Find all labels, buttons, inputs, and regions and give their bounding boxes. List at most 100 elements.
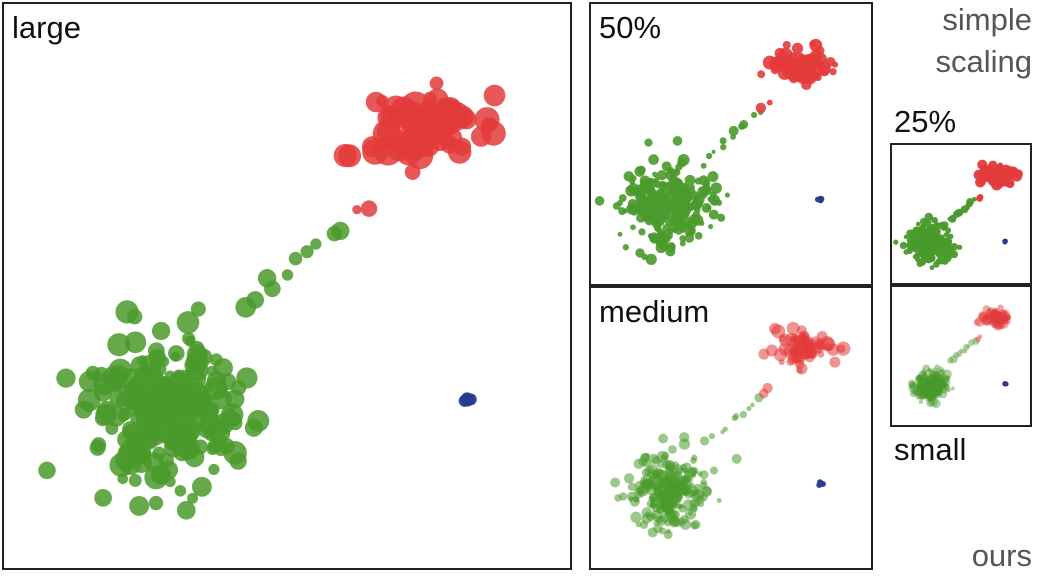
point-green [708, 209, 719, 220]
point-green [708, 223, 714, 230]
point-green [665, 232, 673, 240]
point-green [938, 368, 946, 376]
point-green [903, 249, 910, 255]
point-green [929, 388, 937, 396]
point-bridge [947, 357, 954, 364]
point-green [918, 386, 924, 392]
point-green [928, 394, 936, 402]
point-green [932, 390, 940, 398]
point-green [936, 369, 945, 378]
point-green [924, 395, 930, 401]
point-green [942, 383, 950, 391]
point-green [912, 387, 922, 397]
point-red [426, 88, 449, 111]
point-red [988, 315, 1000, 326]
point-bridge [720, 144, 727, 151]
scatter-small [907, 304, 1012, 409]
point-green [89, 439, 106, 456]
point-green [931, 379, 940, 388]
point-red [786, 357, 795, 366]
point-green [937, 256, 945, 265]
point-green [928, 379, 938, 389]
point-bridge [708, 433, 716, 440]
point-green [916, 382, 923, 388]
point-green [941, 382, 950, 391]
point-green [672, 480, 679, 487]
point-green [662, 504, 673, 515]
point-green [928, 387, 935, 395]
point-green [903, 234, 909, 239]
point-green [623, 473, 635, 484]
point-green [921, 388, 929, 396]
point-green [151, 321, 171, 341]
point-green [899, 241, 908, 250]
point-red [1006, 315, 1012, 321]
point-green [690, 472, 696, 479]
point-green [929, 385, 939, 395]
point-bridge [288, 251, 303, 266]
point-green [921, 380, 928, 387]
point-green [937, 377, 945, 384]
point-green [147, 342, 165, 360]
point-green [927, 387, 935, 394]
point-red [1002, 314, 1010, 322]
point-red [796, 367, 803, 374]
point-green [935, 387, 944, 396]
point-bridge [956, 350, 963, 357]
point-green [929, 376, 934, 381]
point-green [925, 379, 931, 385]
point-green [928, 377, 934, 382]
point-green [717, 213, 726, 222]
point-green [694, 231, 703, 240]
point-red [996, 315, 1005, 324]
point-green [644, 211, 656, 223]
point-green [932, 381, 940, 389]
point-green [930, 385, 936, 391]
point-green [921, 373, 928, 380]
point-green [674, 220, 681, 228]
point-green [710, 182, 722, 194]
point-green [724, 192, 731, 198]
point-red [995, 314, 1001, 320]
point-green [920, 383, 927, 390]
point-red [829, 68, 837, 76]
point-red [989, 315, 995, 321]
point-green [933, 379, 940, 386]
point-green [927, 392, 937, 402]
point-red [404, 164, 421, 180]
point-red [985, 312, 991, 318]
point-green [923, 251, 929, 257]
point-green [148, 495, 164, 511]
point-green [934, 387, 943, 396]
point-green [927, 368, 933, 375]
point-bridge [971, 196, 977, 202]
point-green [933, 382, 942, 391]
panel-50-percent: 50% [589, 2, 873, 286]
point-green [918, 399, 924, 405]
point-green [152, 446, 166, 460]
point-green [661, 451, 670, 460]
point-green [918, 383, 928, 393]
point-green [938, 389, 948, 399]
point-green [931, 367, 938, 375]
point-green [120, 439, 141, 459]
point-green [926, 379, 934, 387]
point-green [916, 380, 925, 389]
point-green [924, 377, 930, 384]
point-green [937, 374, 947, 384]
point-green [672, 225, 680, 233]
point-green [659, 199, 666, 206]
point-bridge [719, 137, 727, 145]
point-green [911, 382, 916, 387]
point-green [924, 387, 932, 395]
point-red [988, 310, 1000, 322]
point-green [931, 217, 938, 224]
point-green [699, 470, 709, 480]
point-green [174, 485, 187, 497]
point-green [932, 393, 937, 398]
point-green [678, 438, 691, 450]
point-green [927, 380, 937, 390]
point-green [630, 175, 637, 182]
point-green [684, 174, 696, 186]
point-green [677, 199, 688, 209]
